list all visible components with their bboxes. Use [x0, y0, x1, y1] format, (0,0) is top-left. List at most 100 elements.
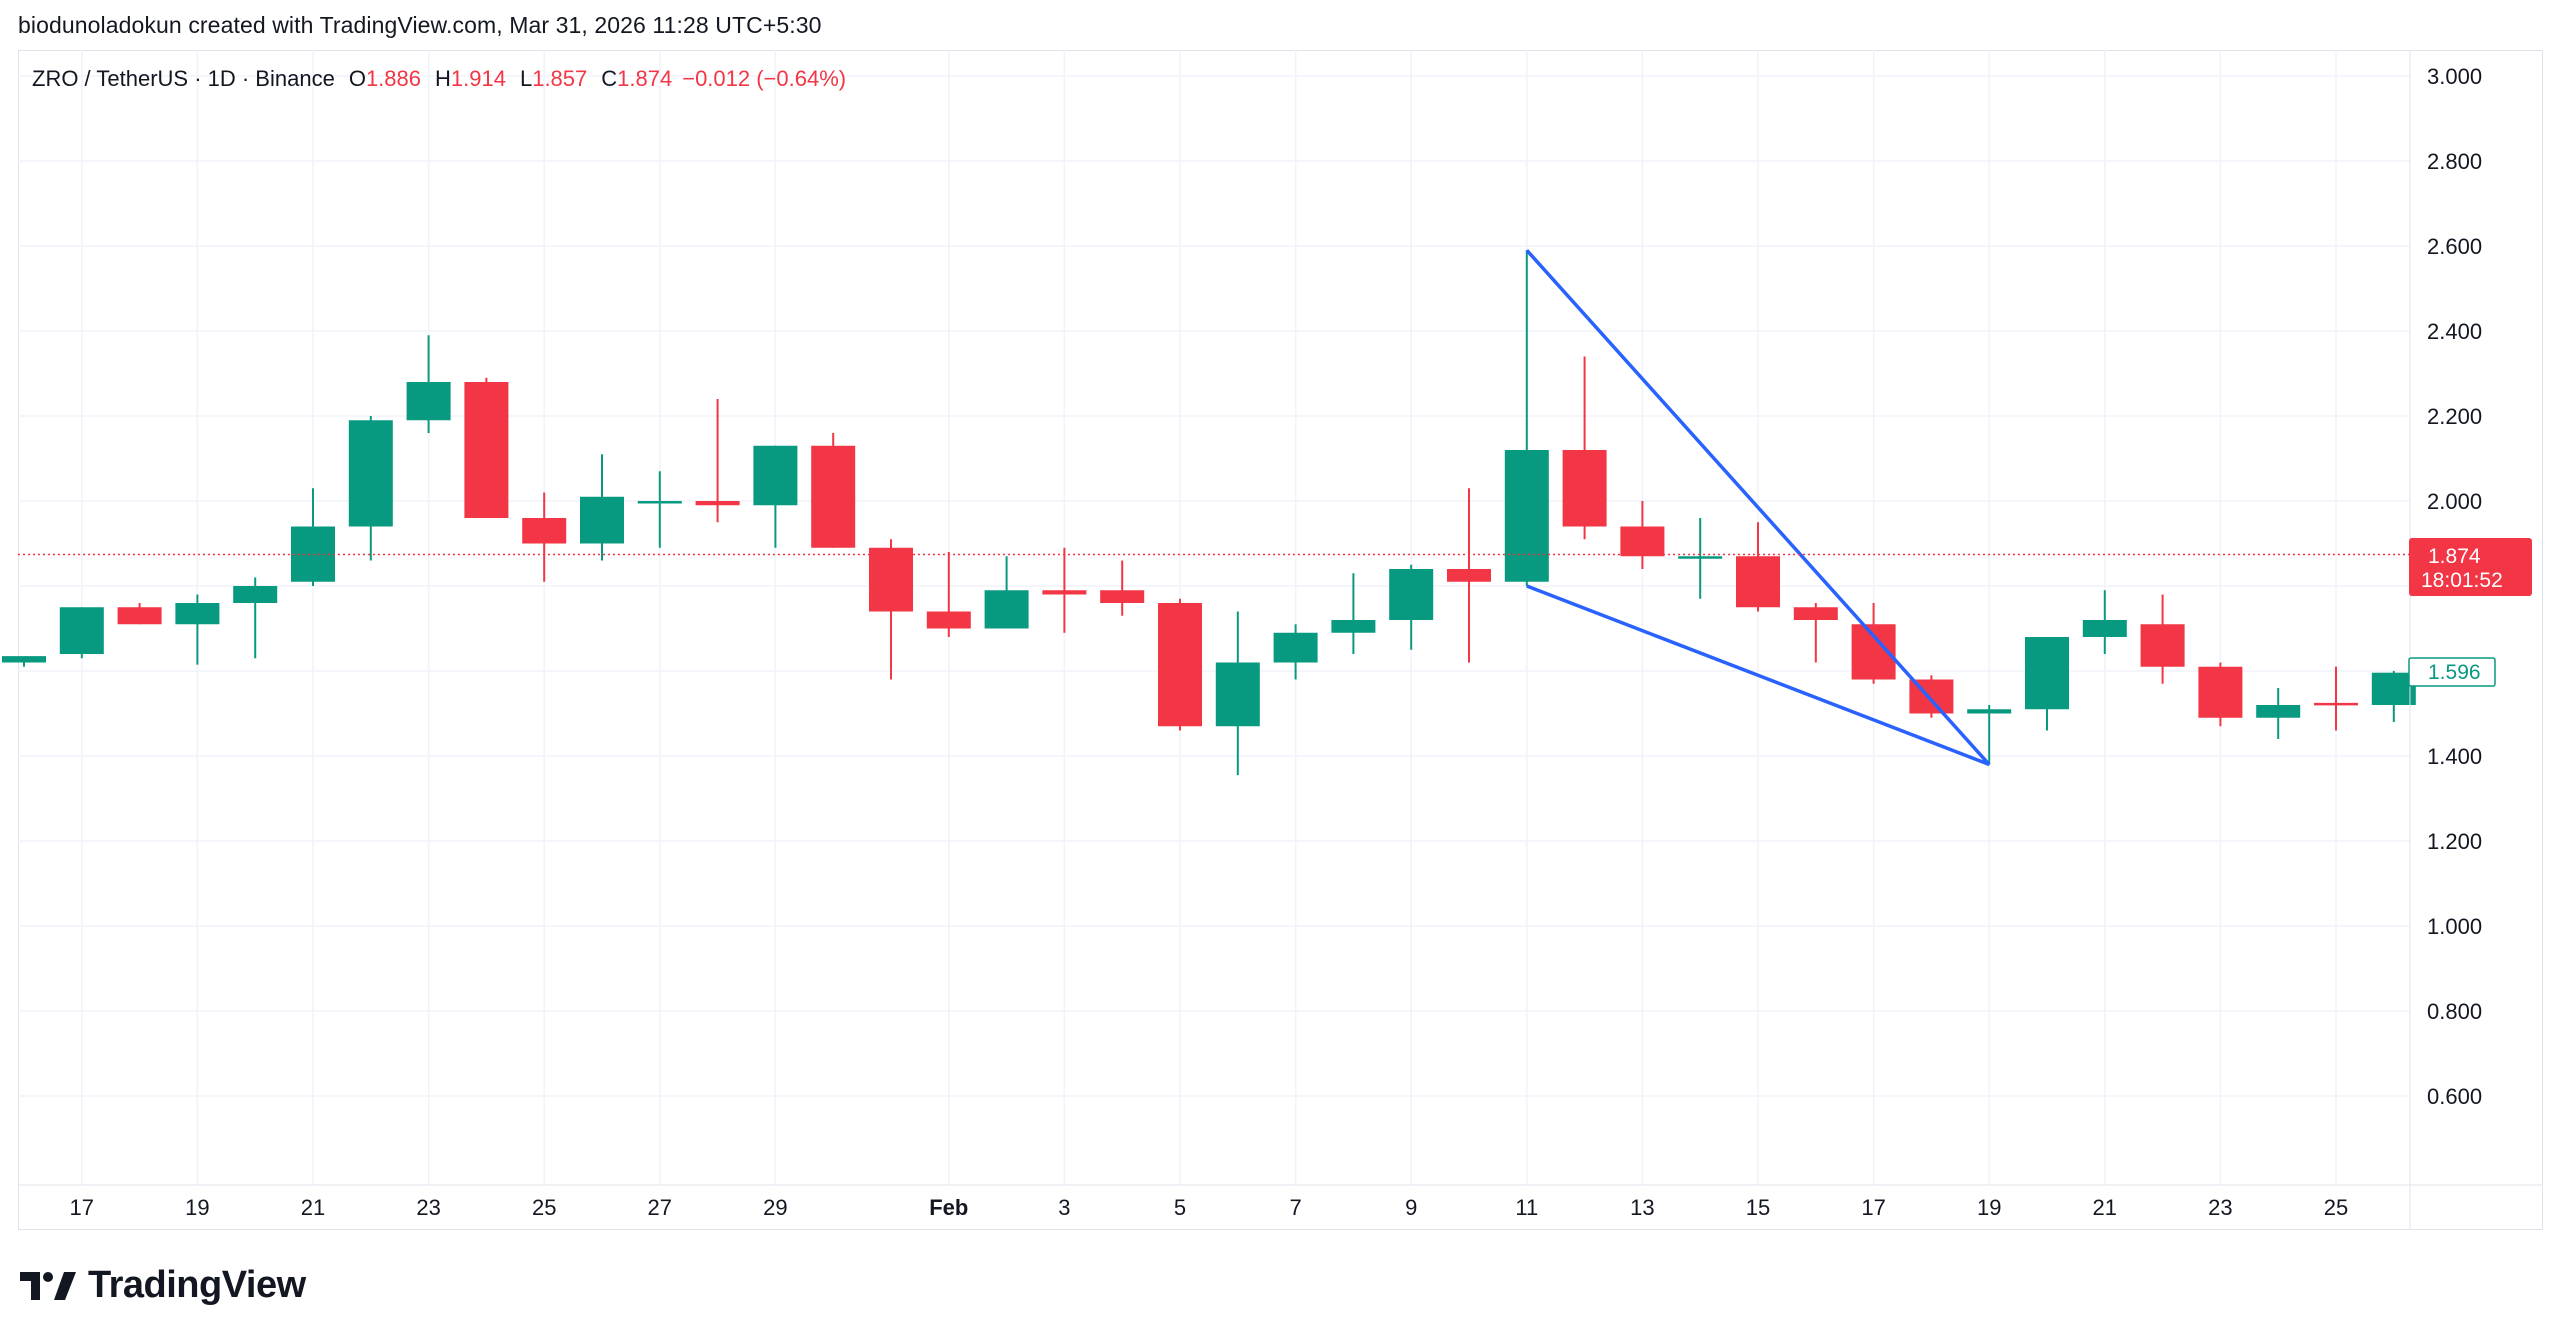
candle [1389, 564, 1434, 650]
time-axis-label: 7 [1289, 1195, 1301, 1220]
candle [2256, 688, 2301, 739]
candle [2198, 662, 2243, 727]
candle-body [2, 656, 46, 663]
candle-body [2198, 666, 2243, 718]
time-axis-label: 23 [416, 1195, 440, 1220]
candle-body [926, 611, 971, 629]
candle [926, 552, 971, 637]
time-axis-label: 17 [70, 1195, 94, 1220]
candle-body [1273, 632, 1318, 663]
candle-body [2025, 637, 2069, 710]
candle-body [811, 445, 856, 548]
candle-body [869, 547, 913, 612]
candle-body [637, 501, 682, 504]
tradingview-logo-icon [20, 1271, 76, 1300]
candle [1100, 560, 1145, 616]
candle [59, 607, 104, 659]
time-axis-label: 19 [1977, 1195, 2001, 1220]
candle [175, 594, 220, 665]
time-axis-label: 9 [1405, 1195, 1417, 1220]
candle-body [175, 603, 220, 625]
time-axis-label: 3 [1058, 1195, 1070, 1220]
current-price-value: 1.874 [2428, 545, 2481, 568]
candle-body [984, 590, 1029, 629]
price-axis-label: 2.400 [2427, 319, 2482, 344]
candle [2025, 637, 2069, 731]
candle [1504, 250, 1549, 586]
symbol-name[interactable]: ZRO / TetherUS · 1D · Binance [32, 66, 335, 91]
candle [1273, 624, 1318, 680]
candle-body [1100, 590, 1145, 603]
last-price-marker-value: 1.596 [2428, 661, 2481, 684]
candle-body [1331, 620, 1376, 633]
candle [2, 656, 46, 667]
price-axis-label: 0.600 [2427, 1084, 2482, 1109]
time-axis-label: 11 [1515, 1195, 1538, 1220]
grid-lines [18, 50, 2410, 1185]
price-axis-label: 1.000 [2427, 914, 2482, 939]
candle-body [1736, 556, 1780, 608]
candle-body [1620, 526, 1665, 557]
tradingview-brand[interactable]: TradingView [20, 1264, 306, 1307]
candle [695, 399, 740, 523]
candle [2314, 666, 2358, 731]
last-price-marker [2408, 657, 2496, 687]
candles [2, 250, 2416, 776]
candle-body [1504, 450, 1549, 582]
candle [1736, 522, 1780, 612]
candle-body [695, 501, 740, 506]
candle [1562, 356, 1607, 540]
candle [233, 577, 278, 659]
low-value: 1.857 [532, 66, 588, 91]
candle-body [580, 496, 624, 544]
price-axis[interactable]: 3.0002.8002.6002.4002.2002.0001.8001.600… [2409, 50, 2482, 1230]
candle [522, 492, 567, 582]
chart-credit: biodunoladokun created with TradingView.… [18, 12, 822, 38]
candle [811, 433, 856, 548]
open-value: 1.886 [365, 66, 421, 91]
brand-name: TradingView [88, 1264, 306, 1306]
pattern-line [1525, 249, 1991, 767]
time-axis-label: 5 [1174, 1195, 1186, 1220]
candle [869, 539, 913, 680]
candle-body [117, 607, 162, 625]
candle [291, 488, 335, 586]
high-label: H [435, 66, 451, 91]
time-axis-label: 15 [1746, 1195, 1770, 1220]
candle [1967, 705, 2012, 765]
time-axis-label: 27 [648, 1195, 672, 1220]
candle-body [753, 445, 798, 506]
time-axis-label: 19 [185, 1195, 209, 1220]
price-axis-label: 2.000 [2427, 489, 2482, 514]
candle [1447, 488, 1491, 663]
candle-body [1215, 662, 1260, 727]
price-axis-label: 2.800 [2427, 149, 2482, 174]
candle [753, 445, 798, 548]
time-axis[interactable]: 17 19 21 23 25 27 29 Feb 3 5 7 9 11 13 15 17 19 21 23 25 [18, 1184, 2543, 1220]
candle-body [1389, 569, 1434, 620]
time-axis-label: 25 [2324, 1195, 2348, 1220]
candle-body [2082, 620, 2127, 637]
candle [464, 377, 509, 518]
price-axis-label: 0.800 [2427, 999, 2482, 1024]
candle [1158, 598, 1202, 731]
candle [1331, 573, 1376, 654]
candle [1215, 611, 1260, 776]
chart-frame [18, 50, 2543, 1230]
low-label: L [519, 66, 533, 91]
candle [348, 416, 393, 561]
candle-body [1042, 590, 1087, 595]
time-axis-label: 13 [1630, 1195, 1654, 1220]
high-value: 1.914 [450, 66, 506, 91]
close-value: 1.874 [617, 66, 673, 91]
candle-body [522, 518, 567, 544]
candle-body [464, 382, 509, 518]
time-axis-label: 17 [1861, 1195, 1885, 1220]
price-tags: 1.874 18:01:52 1.596 [2408, 538, 2532, 687]
candle-body [1158, 603, 1202, 727]
candle [1042, 547, 1087, 633]
candle-body [59, 607, 104, 654]
candle [1793, 603, 1838, 663]
change-value: −0.012 (−0.64%) [682, 66, 847, 91]
